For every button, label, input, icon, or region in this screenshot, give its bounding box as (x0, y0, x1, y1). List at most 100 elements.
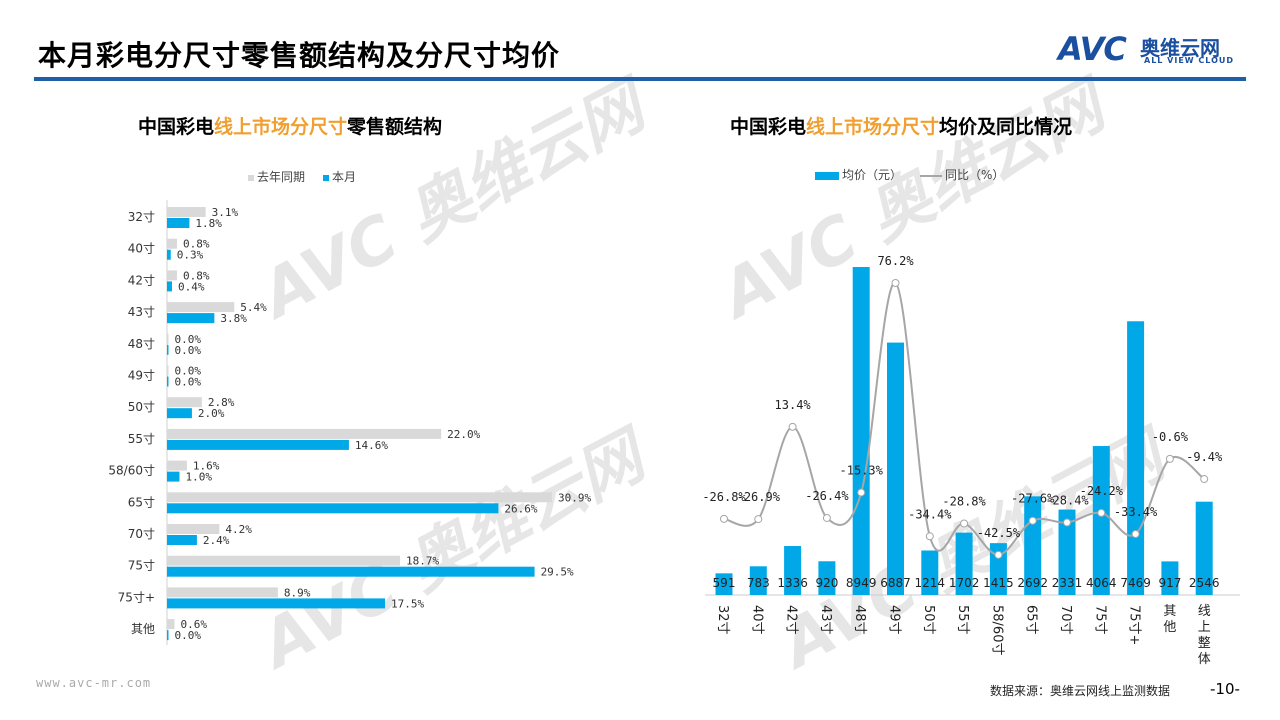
bar-value-label: 2692 (1017, 576, 1048, 590)
yoy-point (720, 514, 728, 523)
bar-value-label: 1415 (983, 576, 1014, 590)
bar-avg-price (921, 550, 939, 595)
category-label: 32寸 (128, 210, 155, 224)
yoy-label: -24.2% (1080, 484, 1124, 498)
data-label: 17.5% (391, 597, 424, 610)
category-label: 50寸 (128, 400, 155, 414)
bar-last-year (167, 270, 177, 281)
category-label: 40寸 (749, 605, 764, 635)
yoy-label: -34.4% (908, 507, 952, 521)
bar-avg-price (1195, 501, 1213, 595)
bar-this-month (167, 249, 171, 260)
yoy-point (788, 422, 797, 431)
category-label: 65寸 (128, 495, 155, 509)
yoy-label: 13.4% (775, 398, 812, 412)
data-label: 0.0% (175, 365, 202, 378)
yoy-point (1165, 454, 1174, 463)
yoy-point (1200, 475, 1209, 484)
bar-avg-price (1127, 321, 1145, 595)
bar-last-year (167, 207, 206, 217)
category-label: 43寸 (818, 605, 833, 635)
yoy-point (1028, 516, 1037, 525)
right-legend: 均价（元） 同比（%） (815, 166, 1004, 183)
bar-value-label: 6887 (880, 576, 911, 590)
bar-this-month (167, 503, 499, 514)
data-label: 2.8% (208, 396, 235, 409)
yoy-point (891, 279, 900, 288)
yoy-point (822, 513, 831, 522)
data-label: 0.3% (177, 249, 204, 262)
bar-value-label: 2546 (1189, 576, 1220, 590)
data-label: 0.8% (183, 269, 210, 282)
yoy-label: -28.4% (1045, 494, 1089, 508)
legend-this-month: 本月 (323, 168, 356, 185)
bar-last-year (167, 238, 177, 249)
yoy-label: -28.8% (942, 494, 986, 508)
data-label: 29.5% (541, 566, 574, 579)
bar-last-year (167, 587, 278, 598)
logo-mark: AVC (1058, 30, 1127, 68)
bar-last-year (167, 333, 169, 344)
data-label: 0.6% (180, 618, 207, 631)
category-label: 75寸+ (1127, 605, 1142, 645)
category-label: 48寸 (852, 605, 867, 635)
category-label: 58/60寸 (989, 605, 1004, 655)
category-label: 42寸 (784, 605, 799, 635)
yoy-point (1063, 518, 1071, 527)
bar-value-label: 8949 (846, 576, 877, 590)
yoy-point (1097, 508, 1106, 517)
category-label: 40寸 (128, 242, 155, 256)
bar-value-label: 1336 (777, 576, 808, 590)
bar-this-month (167, 598, 386, 609)
legend-last-year: 去年同期 (248, 168, 305, 185)
data-label: 22.0% (447, 428, 480, 441)
category-label: 75寸 (1092, 605, 1107, 635)
category-label: 43寸 (128, 305, 155, 319)
data-label: 3.8% (220, 312, 247, 325)
bar-last-year (167, 619, 175, 630)
yoy-label: -27.6% (1011, 492, 1055, 506)
bar-avg-price (1092, 446, 1110, 595)
page-number: -10- (1210, 680, 1240, 698)
data-label: 1.0% (185, 471, 212, 484)
yoy-label: -9.4% (1186, 450, 1223, 464)
bar-this-month (167, 344, 169, 355)
bar-avg-price (955, 532, 973, 595)
bar-this-month (167, 408, 192, 419)
category-label: 线上整体 (1198, 604, 1211, 667)
bar-avg-price (1024, 496, 1042, 595)
data-label: 1.6% (193, 460, 220, 473)
right-chart-title: 中国彩电线上市场分尺寸均价及同比情况 (730, 116, 1073, 138)
bar-avg-price (852, 267, 870, 595)
bar-value-label: 783 (747, 576, 770, 590)
bar-avg-price (1161, 561, 1179, 595)
yoy-label: -33.4% (1114, 505, 1158, 519)
category-label: 70寸 (1058, 605, 1073, 635)
yoy-label: -0.6% (1152, 430, 1189, 444)
data-label: 14.6% (355, 439, 388, 452)
bar-last-year (167, 428, 442, 439)
data-label: 8.9% (284, 586, 311, 599)
category-label: 70寸 (128, 527, 155, 541)
bar-value-label: 920 (815, 576, 838, 590)
bar-this-month (167, 535, 197, 545)
data-label: 0.0% (175, 376, 202, 389)
bar-value-label: 2331 (1052, 576, 1083, 590)
bar-value-label: 4064 (1086, 576, 1117, 590)
yoy-label: 76.2% (877, 254, 914, 268)
category-label: 55寸 (955, 605, 970, 635)
category-label: 其他 (1163, 604, 1176, 635)
bar-avg-price (749, 566, 767, 595)
category-label: 49寸 (887, 605, 902, 635)
bar-avg-price (887, 342, 904, 595)
legend-yoy: 同比（%） (920, 166, 1004, 183)
data-label: 4.2% (225, 523, 252, 536)
data-label: 26.6% (504, 502, 537, 515)
data-label: 5.4% (240, 301, 267, 314)
bar-avg-price (818, 561, 836, 595)
data-label: 0.8% (183, 238, 210, 251)
category-label: 75寸+ (118, 590, 155, 604)
left-chart-title: 中国彩电线上市场分尺寸零售额结构 (138, 116, 443, 138)
bar-last-year (167, 524, 220, 534)
